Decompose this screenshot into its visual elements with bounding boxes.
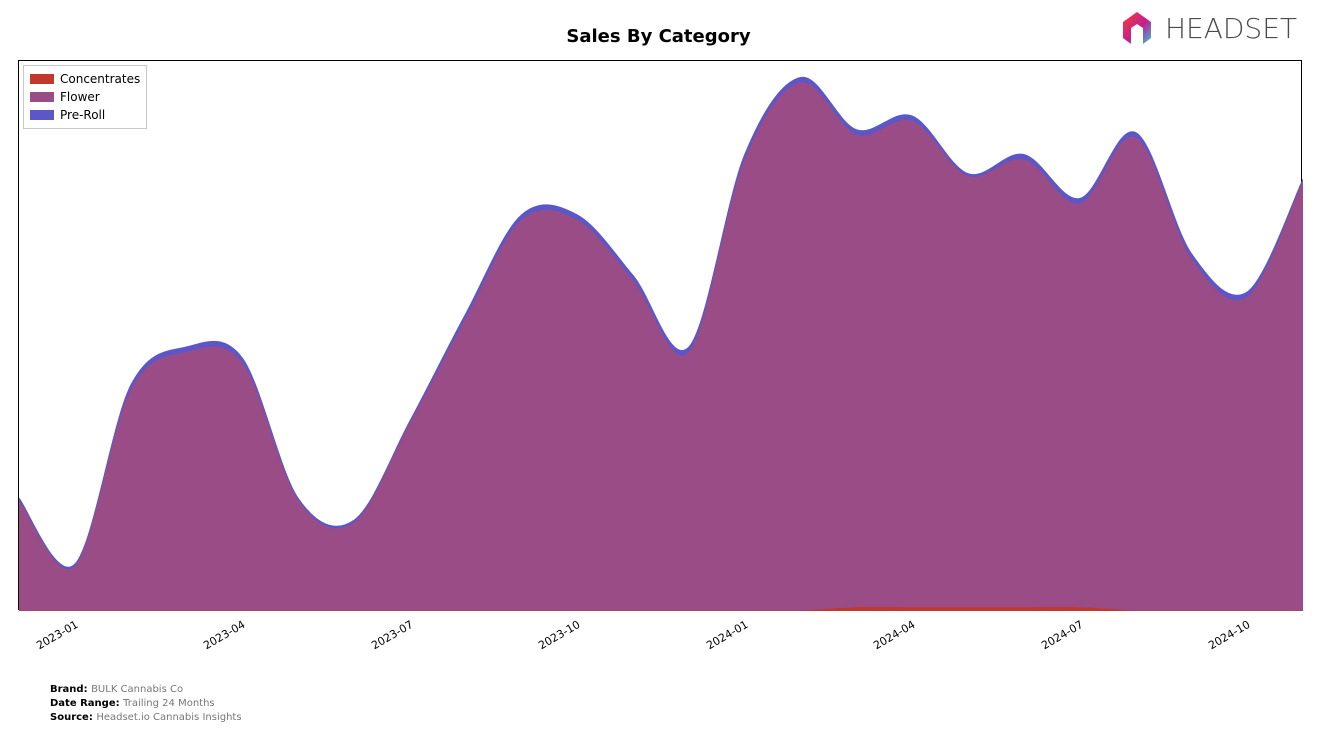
- footer-value: BULK Cannabis Co: [91, 684, 183, 695]
- legend-swatch: [30, 110, 54, 120]
- legend: ConcentratesFlowerPre-Roll: [23, 65, 147, 129]
- legend-row: Pre-Roll: [30, 106, 140, 124]
- footer-line: Source: Headset.io Cannabis Insights: [50, 711, 242, 725]
- plot-area: ConcentratesFlowerPre-Roll: [18, 60, 1302, 610]
- x-tick-label: 2024-07: [1039, 618, 1085, 652]
- legend-label: Flower: [60, 88, 100, 106]
- headset-logo: HEADSET: [1117, 8, 1297, 48]
- chart-footer: Brand: BULK Cannabis CoDate Range: Trail…: [50, 683, 242, 725]
- chart-container: Sales By Category HEADSET ConcentratesFl…: [0, 0, 1317, 738]
- area-chart-svg: [19, 61, 1303, 611]
- legend-row: Flower: [30, 88, 140, 106]
- x-tick-label: 2023-04: [201, 618, 247, 652]
- x-tick-label: 2024-10: [1206, 618, 1252, 652]
- footer-line: Date Range: Trailing 24 Months: [50, 697, 242, 711]
- x-tick-label: 2023-10: [536, 618, 582, 652]
- footer-label: Date Range:: [50, 698, 123, 709]
- footer-label: Brand:: [50, 684, 91, 695]
- legend-swatch: [30, 92, 54, 102]
- legend-swatch: [30, 74, 54, 84]
- x-tick-label: 2023-01: [34, 618, 80, 652]
- legend-label: Pre-Roll: [60, 106, 105, 124]
- headset-logo-text: HEADSET: [1165, 12, 1297, 45]
- footer-line: Brand: BULK Cannabis Co: [50, 683, 242, 697]
- legend-label: Concentrates: [60, 70, 140, 88]
- legend-row: Concentrates: [30, 70, 140, 88]
- footer-value: Trailing 24 Months: [123, 698, 215, 709]
- x-tick-label: 2024-04: [871, 618, 917, 652]
- x-tick-label: 2024-01: [704, 618, 750, 652]
- series-area: [19, 83, 1303, 611]
- x-tick-label: 2023-07: [369, 618, 415, 652]
- footer-label: Source:: [50, 712, 96, 723]
- footer-value: Headset.io Cannabis Insights: [96, 712, 241, 723]
- headset-logo-icon: [1117, 8, 1157, 48]
